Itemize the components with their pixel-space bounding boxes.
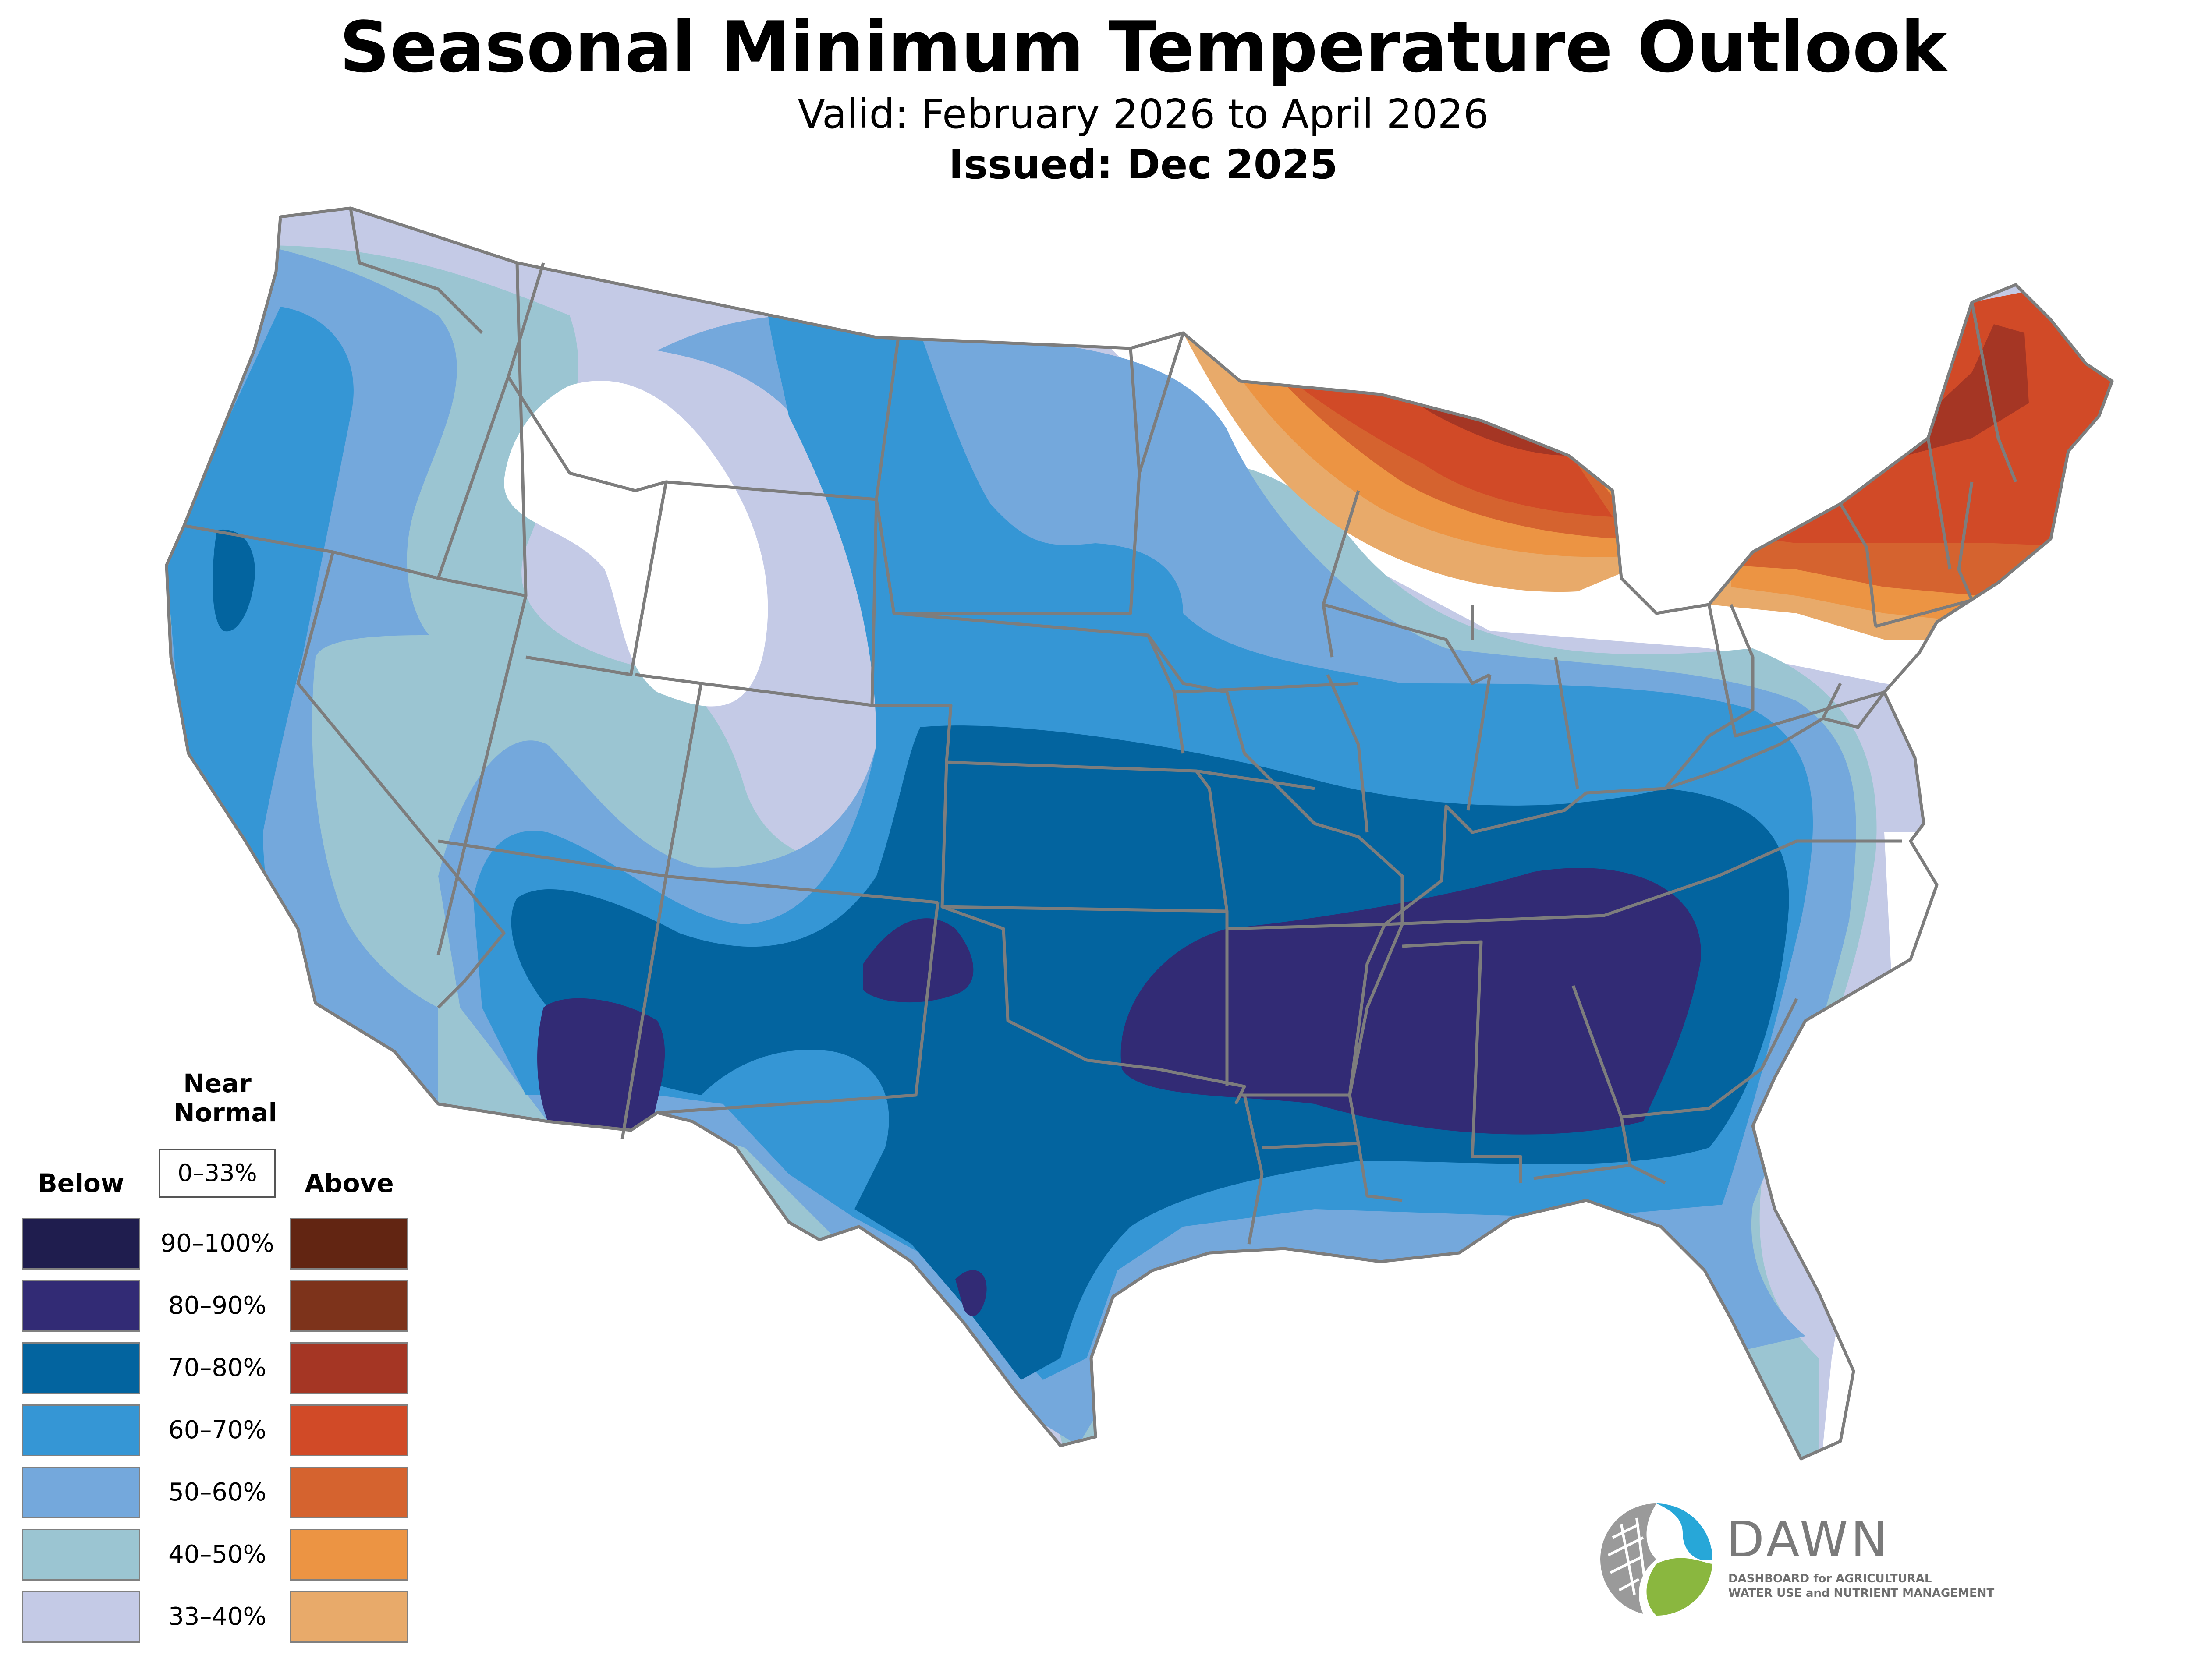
map-title: Seasonal Minimum Temperature Outlook xyxy=(339,6,1947,88)
dawn-logo-mark xyxy=(1600,1503,1712,1616)
below-80-90-texas xyxy=(955,1270,987,1316)
below-swatch-2 xyxy=(22,1342,140,1394)
above-swatch-6 xyxy=(290,1591,408,1643)
below-70-80-region xyxy=(213,529,1789,1380)
legend-range-label: 70–80% xyxy=(168,1354,266,1382)
below-80-90-arizona xyxy=(537,998,665,1139)
dawn-tagline-line2: WATER USE and NUTRIENT MANAGEMENT xyxy=(1728,1586,1995,1600)
above-swatch-5 xyxy=(290,1529,408,1581)
above-swatch-2 xyxy=(290,1342,408,1394)
legend-range-label: 80–90% xyxy=(168,1291,266,1320)
below-80-90-newmexico xyxy=(863,918,974,1003)
state-borders xyxy=(165,206,2114,1461)
dawn-tagline-line1: DASHBOARD for AGRICULTURAL xyxy=(1728,1572,1932,1585)
above-heading: Above xyxy=(305,1168,394,1198)
legend-range-label: 60–70% xyxy=(168,1416,266,1444)
above-swatch-1 xyxy=(290,1280,408,1332)
legend-range-label: 33–40% xyxy=(168,1602,266,1631)
legend-range-label: 90–100% xyxy=(160,1229,274,1258)
above-60-70-greatlakes xyxy=(1271,364,1613,517)
near-normal-heading: Near Normal xyxy=(174,1068,277,1128)
above-swatch-4 xyxy=(290,1467,408,1518)
near-normal-swatch: 0–33% xyxy=(159,1149,276,1198)
legend-range-label: 40–50% xyxy=(168,1540,266,1569)
below-swatch-6 xyxy=(22,1591,140,1643)
below-swatch-5 xyxy=(22,1529,140,1581)
dawn-tagline: DASHBOARD for AGRICULTURAL WATER USE and… xyxy=(1728,1572,1994,1600)
below-swatch-3 xyxy=(22,1404,140,1456)
above-swatch-0 xyxy=(290,1218,408,1270)
valid-period: Valid: February 2026 to April 2026 xyxy=(798,91,1489,138)
us-outline xyxy=(165,206,2114,1461)
above-swatch-3 xyxy=(290,1404,408,1456)
below-80-90-southeast xyxy=(1120,868,1701,1135)
below-swatch-0 xyxy=(22,1218,140,1270)
near-normal-rockies xyxy=(504,381,768,707)
below-swatch-4 xyxy=(22,1467,140,1518)
legend-range-label: 50–60% xyxy=(168,1478,266,1507)
dawn-wordmark: DAWN xyxy=(1727,1511,1890,1568)
issued-date: Issued: Dec 2025 xyxy=(949,141,1338,188)
below-swatch-1 xyxy=(22,1280,140,1332)
dawn-logo: DAWN DASHBOARD for AGRICULTURAL WATER US… xyxy=(1595,1498,2033,1621)
below-heading: Below xyxy=(38,1168,124,1198)
